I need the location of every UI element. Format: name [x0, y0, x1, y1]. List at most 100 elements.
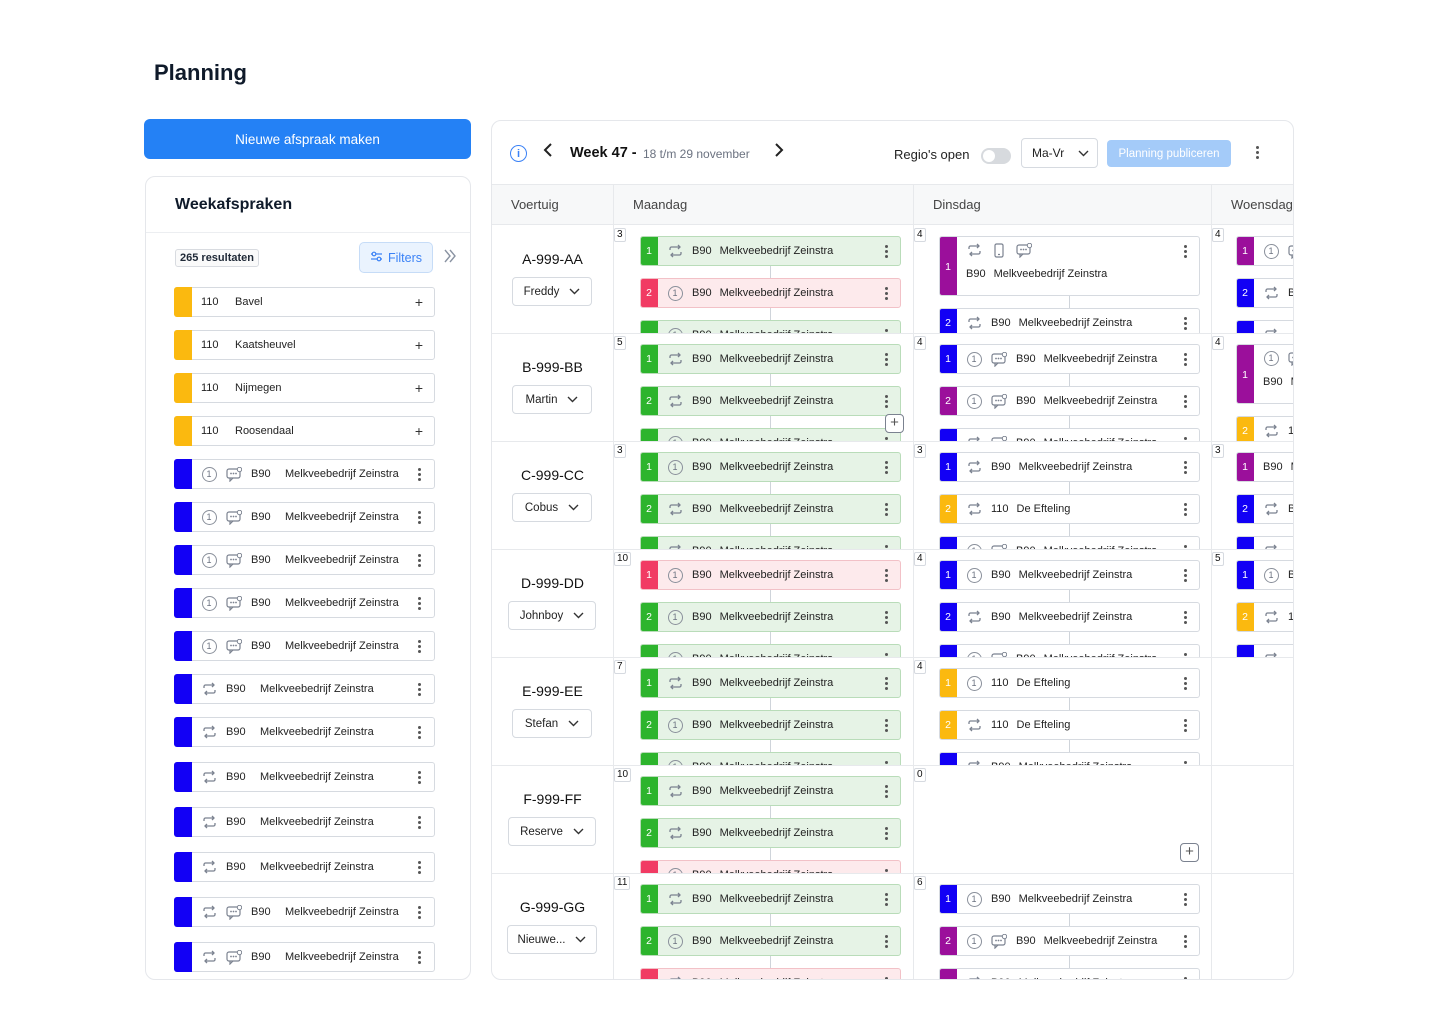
more-options-icon[interactable] [885, 568, 888, 582]
more-options-icon[interactable] [885, 436, 888, 442]
more-options-icon[interactable] [885, 352, 888, 366]
more-options-icon[interactable] [885, 976, 888, 979]
driver-select[interactable]: Cobus [512, 493, 592, 522]
more-options-icon[interactable] [885, 718, 888, 732]
new-appointment-button[interactable]: Nieuwe afspraak maken [144, 119, 471, 159]
appointment-card[interactable]: 1 B90 Melkveebedrijf Zeinstra [939, 236, 1200, 296]
list-item[interactable]: 1 B90 Melkveebedrijf Zeinstra [174, 459, 435, 489]
appointment-card[interactable]: 1 1 B90 Melkveebedrijf Zeinstra [640, 452, 901, 482]
add-icon[interactable]: + [414, 380, 424, 396]
appointment-card[interactable]: 2 1 B90 Melkveebedrijf Zeinstra [939, 926, 1200, 956]
previous-week-button[interactable] [542, 142, 554, 163]
appointment-card[interactable]: 1 B90 Melkveebedrijf Zeinstra [640, 860, 901, 873]
more-options-icon[interactable] [1184, 316, 1187, 330]
more-options-icon[interactable] [885, 244, 888, 258]
next-week-button[interactable] [773, 142, 785, 163]
more-options-icon[interactable] [1184, 568, 1187, 582]
driver-select[interactable]: Johnboy [508, 601, 596, 630]
more-options-icon[interactable] [413, 682, 425, 696]
appointment-card[interactable]: 2 B90 Melkveebedrijf Zeinstra [939, 308, 1200, 333]
list-item[interactable]: B90 Melkveebedrijf Zeinstra [174, 674, 435, 704]
appointment-card[interactable]: B90 Melkveebedrijf Zeinstra [939, 968, 1200, 979]
more-options-icon[interactable] [413, 639, 425, 653]
more-options-icon[interactable] [885, 286, 888, 300]
appointment-card[interactable] [1236, 536, 1293, 549]
more-options-icon[interactable] [413, 725, 425, 739]
add-icon[interactable]: + [414, 337, 424, 353]
appointment-card[interactable]: 2 110 De Efteling [939, 710, 1200, 740]
more-options-icon[interactable] [413, 770, 425, 784]
more-options-icon[interactable] [1184, 460, 1187, 474]
appointment-card[interactable]: B90 Melkveebedrijf Zeinstra [939, 752, 1200, 765]
list-item[interactable]: 110 Bavel + [174, 287, 435, 317]
list-item[interactable]: 110 Roosendaal + [174, 416, 435, 446]
more-options-icon[interactable] [1184, 718, 1187, 732]
appointment-card[interactable]: B90 Melkveebedrijf Zeinstra [640, 968, 901, 979]
list-item[interactable]: 110 Nijmegen + [174, 373, 435, 403]
more-options-icon[interactable] [885, 760, 888, 766]
appointment-card[interactable]: 2 1 B90 Melkveebedrijf Zeinstra [640, 278, 901, 308]
more-options-icon[interactable] [885, 328, 888, 334]
publish-planning-button[interactable]: Planning publiceren [1107, 140, 1231, 167]
more-options-icon[interactable] [413, 553, 425, 567]
list-item[interactable]: 1 B90 Melkveebedrijf Zeinstra [174, 545, 435, 575]
more-options-icon[interactable] [1256, 146, 1259, 159]
more-options-icon[interactable] [1184, 394, 1187, 408]
info-icon[interactable]: i [510, 145, 527, 162]
list-item[interactable]: 1 B90 Melkveebedrijf Zeinstra [174, 588, 435, 618]
more-options-icon[interactable] [885, 892, 888, 906]
list-item[interactable]: B90 Melkveebedrijf Zeinstra [174, 762, 435, 792]
more-options-icon[interactable] [1184, 436, 1187, 442]
driver-select[interactable]: Freddy [512, 277, 592, 306]
driver-select[interactable]: Martin [512, 385, 592, 414]
more-options-icon[interactable] [413, 815, 425, 829]
appointment-card[interactable]: 1 B90 Melkveebedrijf Zeinstra [939, 536, 1200, 549]
list-item[interactable]: 1 B90 Melkveebedrijf Zeinstra [174, 502, 435, 532]
appointment-card[interactable]: 1 B90 Melkveebedrijf Zeinstra [640, 236, 901, 266]
list-item[interactable]: B90 Melkveebedrijf Zeinstra [174, 807, 435, 837]
more-options-icon[interactable] [885, 676, 888, 690]
more-options-icon[interactable] [885, 502, 888, 516]
appointment-card[interactable]: 1 1 B90 Melkveebedrijf Zeinstra [939, 884, 1200, 914]
appointment-card[interactable]: B90 Melkveebedrijf Zeinstra [939, 428, 1200, 441]
more-options-icon[interactable] [1184, 352, 1187, 366]
filters-button[interactable]: Filters [359, 242, 433, 273]
appointment-card[interactable]: 1 1 110 De Efteling [939, 668, 1200, 698]
appointment-card[interactable] [1236, 320, 1293, 333]
more-options-icon[interactable] [885, 394, 888, 408]
appointment-card[interactable]: 1 1 B90 Melkveebedrijf Zeinstra [939, 560, 1200, 590]
more-options-icon[interactable] [1184, 934, 1187, 948]
appointment-card[interactable]: 11 B90 M [1236, 344, 1293, 404]
regions-open-toggle[interactable] [981, 148, 1011, 164]
appointment-card[interactable]: 1 B90 Melkveebedrijf Zeinstra [640, 884, 901, 914]
appointment-card[interactable]: 1 B90 Melkveebedrijf Zeinstra [640, 320, 901, 333]
more-options-icon[interactable] [413, 950, 425, 964]
add-appointment-icon[interactable]: + [1180, 843, 1199, 862]
appointment-card[interactable]: 2 B90 Melkveebedrijf Zeinstra [640, 818, 901, 848]
more-options-icon[interactable] [1184, 676, 1187, 690]
appointment-card[interactable]: 2B [1236, 278, 1293, 308]
list-item[interactable]: 1 B90 Melkveebedrijf Zeinstra [174, 631, 435, 661]
appointment-card[interactable]: 1 B90 Melkveebedrijf Zeinstra [640, 776, 901, 806]
add-icon[interactable]: + [414, 294, 424, 310]
appointment-card[interactable]: 1 B90 Melkveebedrijf Zeinstra [640, 344, 901, 374]
more-options-icon[interactable] [885, 652, 888, 658]
add-appointment-icon[interactable]: + [885, 414, 904, 433]
list-item[interactable]: B90 Melkveebedrijf Zeinstra [174, 717, 435, 747]
more-options-icon[interactable] [413, 510, 425, 524]
appointment-card[interactable]: B90 Melkveebedrijf Zeinstra [640, 536, 901, 549]
appointment-card[interactable]: 2 1 B90 Melkveebedrijf Zeinstra [939, 386, 1200, 416]
add-icon[interactable]: + [414, 423, 424, 439]
appointment-card[interactable]: 11B [1236, 560, 1293, 590]
appointment-card[interactable]: 1 B90 M [1236, 452, 1293, 482]
more-options-icon[interactable] [885, 826, 888, 840]
list-item[interactable]: B90 Melkveebedrijf Zeinstra [174, 852, 435, 882]
more-options-icon[interactable] [885, 460, 888, 474]
more-options-icon[interactable] [413, 467, 425, 481]
more-options-icon[interactable] [1184, 502, 1187, 516]
more-options-icon[interactable] [1184, 245, 1187, 258]
appointment-card[interactable]: 2 1 B90 Melkveebedrijf Zeinstra [640, 926, 901, 956]
list-item[interactable]: B90 Melkveebedrijf Zeinstra [174, 942, 435, 972]
appointment-card[interactable]: 2 B90 Melkveebedrijf Zeinstra [640, 494, 901, 524]
